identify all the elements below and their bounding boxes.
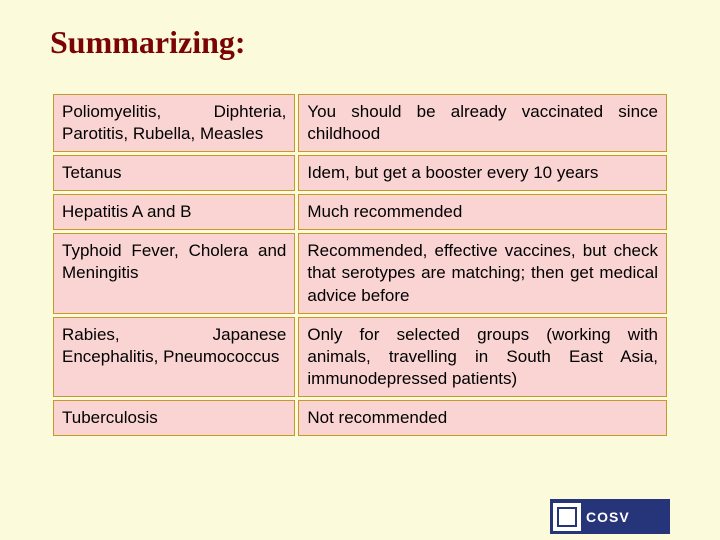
disease-cell: Tuberculosis [53,400,295,436]
logo-icon [553,503,581,531]
advice-cell: Much recommended [298,194,667,230]
vaccination-table: Poliomyelitis, Diphteria, Parotitis, Rub… [50,91,670,439]
advice-cell: Not recommended [298,400,667,436]
logo-text: COSV [586,510,630,524]
disease-cell: Tetanus [53,155,295,191]
table-row: Rabies, Japanese Encephalitis, Pneumococ… [53,317,667,397]
table-row: Typhoid Fever, Cholera and MeningitisRec… [53,233,667,313]
logo-brand: COSV [586,510,630,524]
advice-cell: You should be already vaccinated since c… [298,94,667,152]
page-title: Summarizing: [0,0,720,61]
table-body: Poliomyelitis, Diphteria, Parotitis, Rub… [53,94,667,436]
disease-cell: Hepatitis A and B [53,194,295,230]
table-row: Hepatitis A and BMuch recommended [53,194,667,230]
cosv-logo: COSV [550,499,670,534]
table-row: Poliomyelitis, Diphteria, Parotitis, Rub… [53,94,667,152]
advice-cell: Only for selected groups (working with a… [298,317,667,397]
table-row: TetanusIdem, but get a booster every 10 … [53,155,667,191]
disease-cell: Rabies, Japanese Encephalitis, Pneumococ… [53,317,295,397]
advice-cell: Recommended, effective vaccines, but che… [298,233,667,313]
table-row: TuberculosisNot recommended [53,400,667,436]
disease-cell: Typhoid Fever, Cholera and Meningitis [53,233,295,313]
advice-cell: Idem, but get a booster every 10 years [298,155,667,191]
disease-cell: Poliomyelitis, Diphteria, Parotitis, Rub… [53,94,295,152]
